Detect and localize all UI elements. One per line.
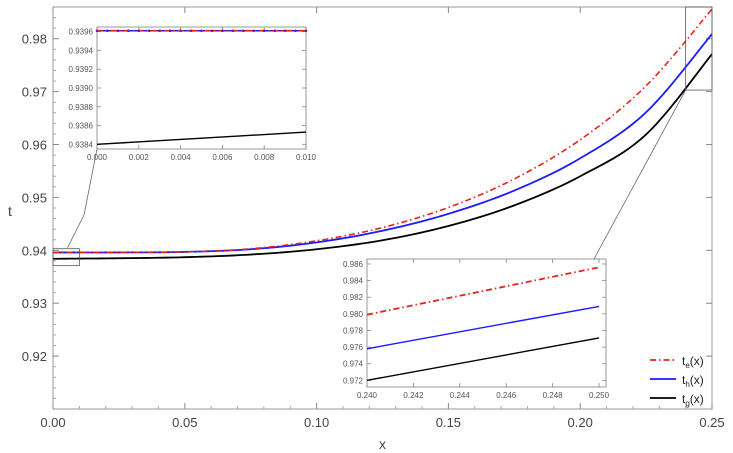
inset-y-tick-label-left: 0.9394 — [69, 46, 94, 55]
inset-marker-left — [158, 29, 161, 33]
legend-label-g: tg(x) — [682, 392, 704, 408]
inset-y-tick-label-left: 0.9388 — [69, 103, 94, 112]
inset-marker-left — [147, 29, 151, 33]
inset-y-tick-label-left: 0.9396 — [69, 28, 94, 37]
inset-frame-right — [366, 258, 607, 388]
x-tick-label: 0.10 — [304, 415, 329, 430]
y-tick-label: 0.98 — [22, 32, 47, 47]
y-tick-label: 0.95 — [22, 190, 47, 205]
inset-x-tick-label-left: 0.010 — [296, 153, 317, 162]
y-tick-label: 0.94 — [22, 243, 47, 258]
x-tick-label: 0.20 — [568, 415, 593, 430]
inset-series-right — [366, 337, 600, 382]
inset-marker-left — [273, 29, 276, 33]
inset-series-right — [366, 305, 600, 350]
x-tick-label: 0.00 — [40, 415, 65, 430]
inset-marker-left — [283, 29, 287, 33]
inset-x-tick-label-right: 0.244 — [450, 391, 471, 400]
series-group — [53, 8, 712, 260]
series-line-e — [53, 8, 712, 254]
connector-left-inset — [83, 148, 98, 216]
inset-x-tick-label-left: 0.006 — [212, 153, 233, 162]
inset-marker-left — [106, 29, 109, 33]
inset-marker-left — [168, 29, 172, 33]
inset-x-tick-label-right: 0.240 — [357, 391, 378, 400]
inset-y-tick-label-right: 0.974 — [343, 360, 364, 369]
inset-marker-left — [221, 29, 224, 33]
inset-y-tick-label-left: 0.9384 — [69, 140, 94, 149]
inset-marker-left — [95, 29, 99, 33]
inset-y-tick-label-right: 0.984 — [343, 277, 364, 286]
inset-marker-left — [210, 29, 214, 33]
inset-marker-left — [189, 29, 193, 33]
inset-y-tick-label-right: 0.972 — [343, 376, 364, 385]
inset-marker-left — [304, 29, 308, 33]
inset-marker-left — [262, 29, 266, 33]
y-axis-label: t — [8, 203, 12, 219]
inset-y-tick-label-right: 0.986 — [343, 260, 364, 269]
inset-series-right — [366, 266, 600, 316]
y-tick-label: 0.97 — [22, 85, 47, 100]
x-axis-label: x — [379, 436, 386, 452]
inset-y-tick-label-right: 0.978 — [343, 326, 364, 335]
y-tick-label: 0.92 — [22, 349, 47, 364]
inset-series-left — [96, 131, 307, 146]
zoom-box-right — [685, 6, 713, 91]
inset-x-tick-label-left: 0.002 — [129, 153, 150, 162]
inset-marker-left — [116, 29, 120, 33]
inset-marker-left — [127, 29, 130, 33]
y-tick-label: 0.93 — [22, 296, 47, 311]
x-tick-label: 0.15 — [436, 415, 461, 430]
y-tick-label: 0.96 — [22, 138, 47, 153]
inset-x-tick-label-right: 0.242 — [403, 391, 424, 400]
legend-label-h: th(x) — [682, 373, 704, 389]
connector-right — [593, 89, 686, 260]
inset-y-tick-label-right: 0.982 — [343, 293, 364, 302]
inset-x-tick-label-left: 0.008 — [254, 153, 275, 162]
inset-y-tick-label-left: 0.9386 — [69, 122, 94, 131]
inset-x-tick-label-right: 0.246 — [496, 391, 517, 400]
series-line-g — [53, 53, 712, 260]
inset-marker-left — [179, 29, 182, 33]
inset-y-tick-label-left: 0.9390 — [69, 84, 94, 93]
inset-marker-left — [242, 29, 245, 33]
inset-y-tick-label-right: 0.980 — [343, 310, 364, 319]
x-tick-label: 0.25 — [699, 415, 724, 430]
connector-left — [67, 214, 85, 248]
inset-marker-left — [252, 29, 256, 33]
inset-marker-left — [294, 29, 297, 33]
inset-x-tick-label-left: 0.004 — [171, 153, 192, 162]
legend-label-e: te(x) — [682, 354, 704, 370]
inset-y-tick-label-left: 0.9392 — [69, 65, 94, 74]
inset-x-tick-label-right: 0.250 — [589, 391, 610, 400]
zoom-box-left — [52, 248, 80, 267]
inset-x-tick-label-right: 0.248 — [543, 391, 564, 400]
inset-marker-left — [137, 29, 141, 33]
inset-x-tick-label-left: 0.000 — [87, 153, 108, 162]
inset-marker-left — [200, 29, 203, 33]
inset-marker-left — [231, 29, 235, 33]
inset-y-tick-label-right: 0.976 — [343, 343, 364, 352]
x-tick-label: 0.05 — [172, 415, 197, 430]
inset-frame-left — [96, 26, 307, 150]
